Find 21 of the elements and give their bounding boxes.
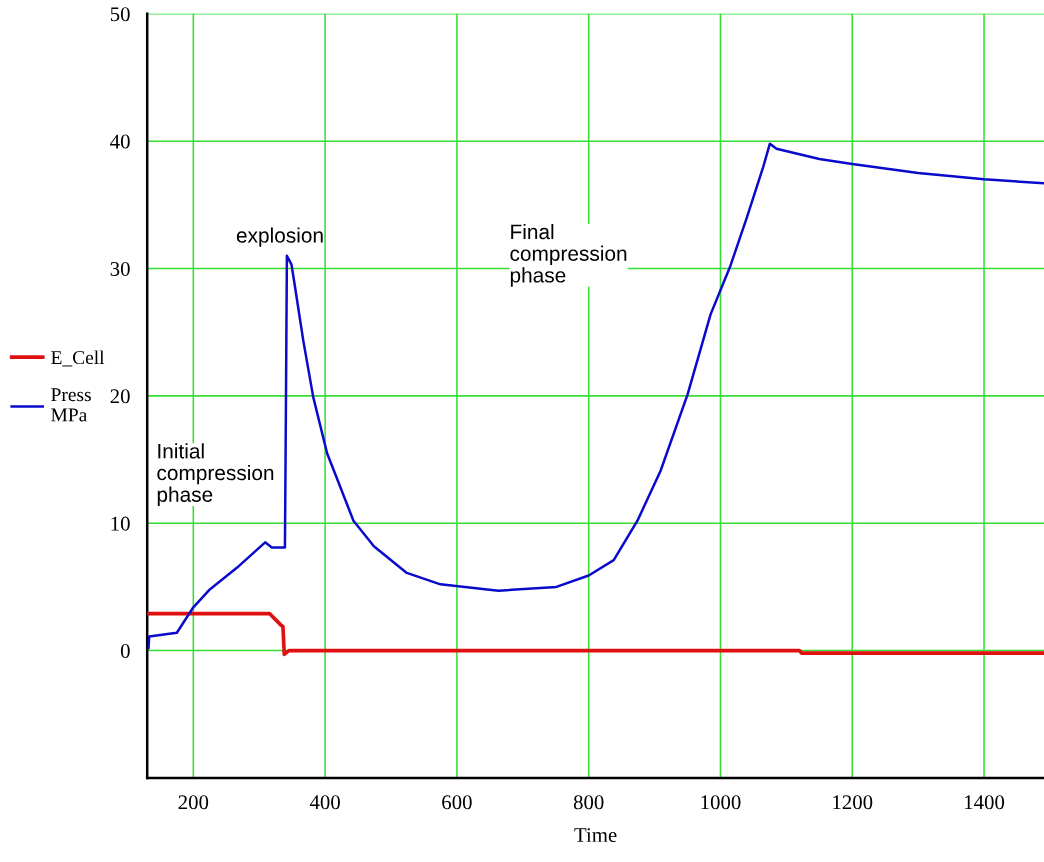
x-axis-title: Time <box>574 828 617 843</box>
annotation: Initial compression phase <box>157 443 274 507</box>
legend-label: Press MPa <box>51 388 91 422</box>
legend-label: E_Cell <box>51 350 105 367</box>
y-tick-label: 20 <box>110 389 130 404</box>
line-series <box>147 611 1044 657</box>
y-tick-label: 10 <box>111 516 130 531</box>
annotation: explosion <box>236 227 323 247</box>
y-tick-label: 30 <box>110 261 130 276</box>
y-tick-label: 0 <box>120 643 130 659</box>
x-tick-label: 400 <box>309 795 340 810</box>
x-tick-label: 600 <box>442 795 472 810</box>
line-series <box>147 142 1044 650</box>
x-tick-label: 1400 <box>965 795 1005 810</box>
x-tick-label: 200 <box>178 795 209 810</box>
annotation: Final compression phase <box>510 223 627 287</box>
y-tick-label: 50 <box>110 7 130 22</box>
x-tick-label: 1200 <box>833 795 873 810</box>
y-tick-label: 40 <box>110 134 130 149</box>
x-tick-label: 800 <box>573 795 604 810</box>
x-tick-label: 1000 <box>701 795 741 810</box>
